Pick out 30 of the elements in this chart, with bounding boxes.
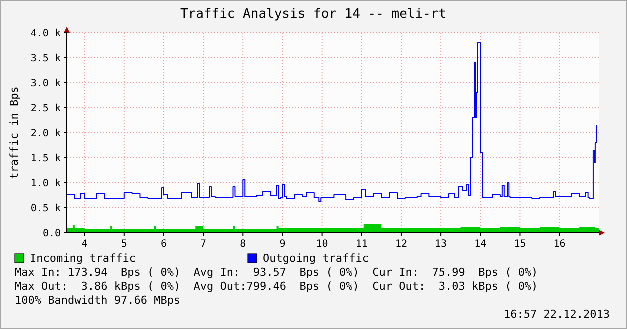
x-tick-label: 4 (82, 239, 88, 250)
x-tick-label: 9 (280, 239, 286, 250)
y-tick-label: 2.5 k (30, 104, 61, 114)
y-tick-label: 2.0 k (30, 128, 61, 140)
y-tick-label: 1.0 k (30, 178, 61, 190)
text: 16:57 22.12.2013 (504, 308, 610, 321)
x-tick-label: 13 (435, 239, 448, 250)
x-tick-label: 14 (474, 239, 487, 250)
x-tick-label: 5 (121, 239, 128, 250)
y-tick-label: 1.5 k (30, 154, 61, 164)
text: 100% Bandwidth 97.66 MBps (15, 294, 181, 307)
text: Max Out: 3.86 kBps ( 0%) Avg Out:799.46 Bps ( 0%) Cur Out: 3.03 kBps ( 0%) (15, 280, 538, 293)
y-tick-label: 4.0 k (30, 28, 61, 40)
chart-title: Traffic Analysis for 14 -- meli-rt (180, 7, 447, 22)
x-tick-label: 6 (160, 239, 167, 250)
x-tick-label: 10 (316, 239, 328, 250)
legend-label: Outgoing traffic (263, 252, 369, 265)
x-tick-label: 12 (395, 239, 408, 250)
x-tick-label: 7 (200, 239, 207, 250)
x-tick-label: 15 (514, 239, 526, 250)
x-tick-label: 11 (356, 239, 368, 250)
y-tick-label: 0.0 (42, 228, 61, 240)
y-axis-title: traffic in Bps (8, 86, 21, 180)
x-tick-label: 8 (240, 239, 246, 250)
y-tick-label: 3.5 k (30, 54, 61, 64)
text: Max In: 173.94 Bps ( 0%) Avg In: 93.57 Bps ( 0%) Cur In: 75.99 Bps ( 0%) (15, 266, 538, 279)
y-tick-label: 0.5 k (30, 204, 61, 214)
y-tick-label: 3.0 k (30, 78, 61, 90)
x-tick-label: 16 (554, 239, 566, 250)
legend-label: Incoming traffic (30, 252, 136, 265)
